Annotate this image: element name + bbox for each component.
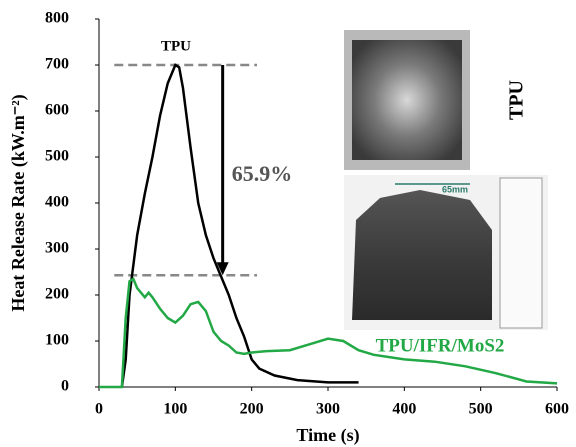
x-tick-label: 100 (163, 401, 187, 418)
series-label: TPU (161, 38, 191, 54)
y-tick-label: 700 (45, 56, 69, 73)
y-tick-label: 500 (45, 148, 69, 165)
arrow-head (216, 262, 229, 276)
photo-bottom (344, 175, 548, 330)
inset-label: TPU (506, 80, 528, 120)
y-tick-label: 300 (45, 240, 69, 257)
y-tick-label: 0 (61, 378, 69, 395)
x-tick-label: 200 (240, 401, 264, 418)
x-tick-label: 300 (316, 401, 340, 418)
y-tick-label: 100 (45, 332, 69, 349)
x-tick-label: 500 (469, 401, 493, 418)
x-tick-label: 600 (545, 401, 569, 418)
y-axis-label: Heat Release Rate (kW.m⁻²) (8, 94, 29, 311)
x-tick-label: 400 (392, 401, 416, 418)
y-tick-label: 400 (45, 194, 69, 211)
series-line (120, 63, 359, 388)
series-line (99, 277, 558, 389)
y-tick-label: 600 (45, 102, 69, 119)
y-tick-label: 200 (45, 286, 69, 303)
annotation: 65.9% (232, 161, 293, 186)
x-axis-label: Time (s) (296, 425, 359, 446)
x-tick-label: 0 (95, 401, 103, 418)
series-label: TPU/IFR/MoS2 (376, 335, 505, 356)
y-tick-label: 800 (45, 10, 69, 27)
photo-top (344, 30, 470, 170)
scale-label: 65mm (442, 184, 468, 194)
